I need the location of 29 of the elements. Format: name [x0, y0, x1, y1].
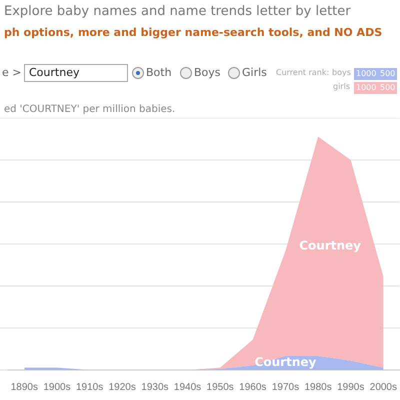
text: 500 — [380, 69, 396, 78]
chart-subtitle: ph options, more and bigger name-search tools, and NO ADS — [4, 26, 382, 39]
text: e > — [2, 66, 22, 79]
text: Current rank: — [276, 68, 330, 77]
x-tick-label: 1990s — [337, 382, 364, 393]
x-tick-label: 1890s — [10, 382, 38, 393]
x-tick-label: 1970s — [272, 382, 300, 393]
text: Boys — [194, 66, 221, 79]
text: boys — [332, 68, 351, 77]
text: girls — [333, 82, 350, 91]
x-tick-label: 1960s — [239, 382, 266, 393]
series-label: Courtney — [254, 355, 316, 370]
text: Girls — [242, 66, 267, 79]
text: ed 'COURTNEY' per million babies. — [4, 104, 176, 115]
text: Both — [146, 66, 172, 79]
x-tick-label: 1910s — [76, 382, 104, 393]
x-tick-label: 1940s — [174, 382, 202, 393]
x-tick-label: 1950s — [206, 382, 234, 393]
text: 500 — [378, 82, 398, 94]
series-label: Courtney — [299, 238, 362, 252]
x-tick-label: 2000s — [370, 382, 397, 393]
text: 1000 — [356, 69, 376, 78]
name-search-field: Courtney — [24, 64, 128, 82]
text: 1000 — [354, 82, 378, 94]
x-tick-label: 1980s — [304, 382, 332, 393]
x-tick-label: 1900s — [43, 382, 71, 393]
x-tick-label: 1920s — [108, 382, 136, 393]
chart-title: Explore baby names and name trends letter by letter — [4, 4, 351, 19]
x-tick-label: 1930s — [141, 382, 169, 393]
